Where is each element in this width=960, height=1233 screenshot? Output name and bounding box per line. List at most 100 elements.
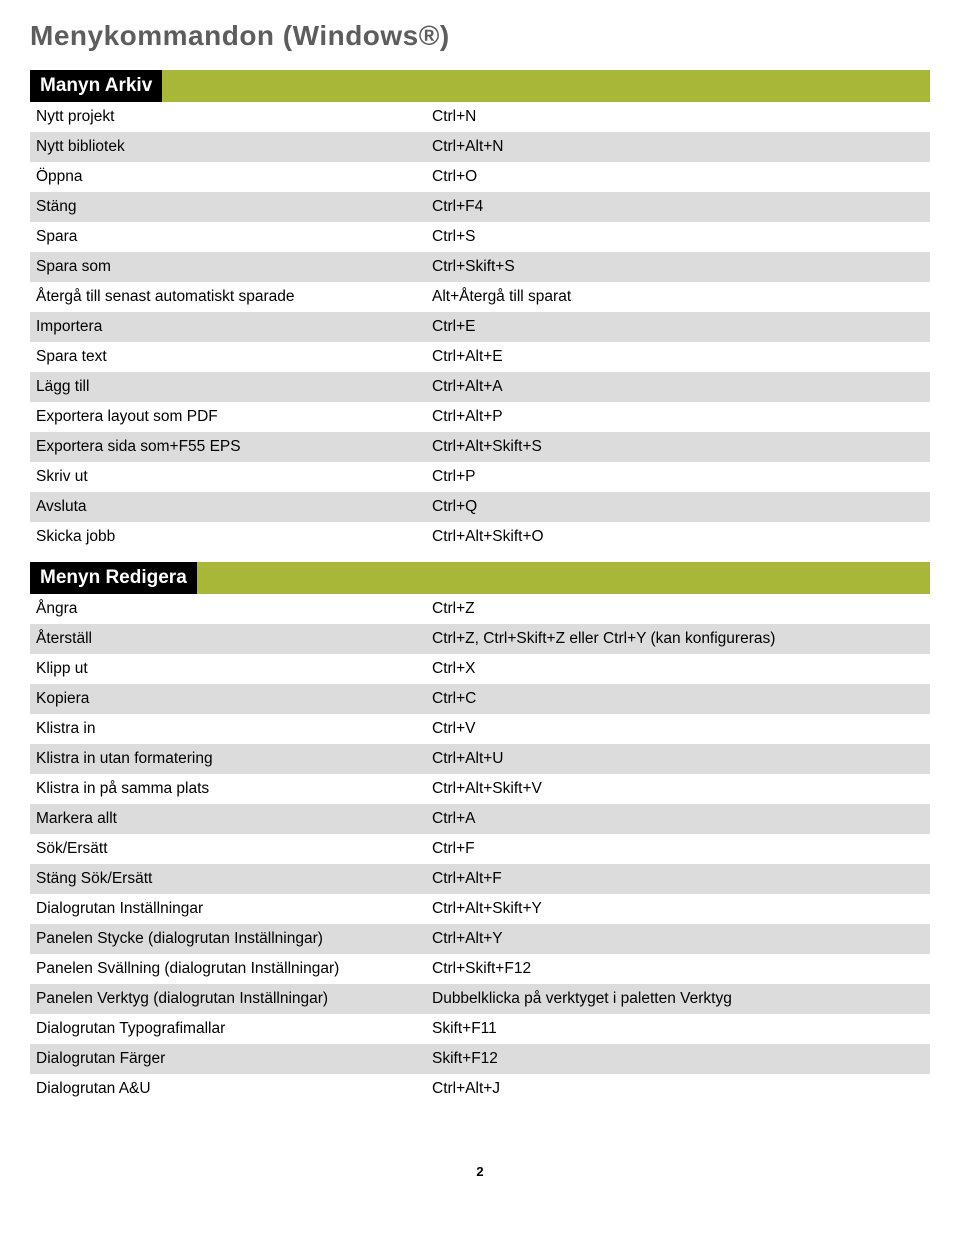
table-row: Nytt projektCtrl+N <box>30 102 930 132</box>
command-cell: Nytt bibliotek <box>30 132 426 162</box>
shortcut-cell: Skift+F11 <box>426 1014 930 1044</box>
table-row: KopieraCtrl+C <box>30 684 930 714</box>
command-cell: Klistra in på samma plats <box>30 774 426 804</box>
command-cell: Importera <box>30 312 426 342</box>
shortcut-cell: Ctrl+Alt+Skift+Y <box>426 894 930 924</box>
table-row: Klistra in på samma platsCtrl+Alt+Skift+… <box>30 774 930 804</box>
table-row: ÅngraCtrl+Z <box>30 594 930 624</box>
command-cell: Lägg till <box>30 372 426 402</box>
command-cell: Skicka jobb <box>30 522 426 552</box>
table-row: Stäng Sök/ErsättCtrl+Alt+F <box>30 864 930 894</box>
table-row: Panelen Verktyg (dialogrutan Inställning… <box>30 984 930 1014</box>
table-row: SparaCtrl+S <box>30 222 930 252</box>
shortcut-cell: Ctrl+Alt+Skift+V <box>426 774 930 804</box>
shortcut-table: Nytt projektCtrl+NNytt bibliotekCtrl+Alt… <box>30 102 930 552</box>
command-cell: Panelen Stycke (dialogrutan Inställninga… <box>30 924 426 954</box>
shortcut-cell: Ctrl+Alt+J <box>426 1074 930 1104</box>
command-cell: Exportera sida som+F55 EPS <box>30 432 426 462</box>
table-row: Dialogrutan InställningarCtrl+Alt+Skift+… <box>30 894 930 924</box>
table-row: StängCtrl+F4 <box>30 192 930 222</box>
page-number: 2 <box>30 1164 930 1179</box>
shortcut-cell: Ctrl+Alt+F <box>426 864 930 894</box>
command-cell: Exportera layout som PDF <box>30 402 426 432</box>
command-cell: Sök/Ersätt <box>30 834 426 864</box>
shortcut-cell: Ctrl+P <box>426 462 930 492</box>
shortcut-cell: Ctrl+Alt+E <box>426 342 930 372</box>
table-row: Skicka jobbCtrl+Alt+Skift+O <box>30 522 930 552</box>
section-header-bar <box>162 70 930 102</box>
section-header: Manyn Arkiv <box>30 70 930 102</box>
shortcut-cell: Ctrl+O <box>426 162 930 192</box>
shortcut-cell: Ctrl+C <box>426 684 930 714</box>
command-cell: Återgå till senast automatiskt sparade <box>30 282 426 312</box>
command-cell: Stäng Sök/Ersätt <box>30 864 426 894</box>
shortcut-cell: Ctrl+X <box>426 654 930 684</box>
table-row: Klistra inCtrl+V <box>30 714 930 744</box>
table-row: Dialogrutan TypografimallarSkift+F11 <box>30 1014 930 1044</box>
table-row: Exportera sida som+F55 EPSCtrl+Alt+Skift… <box>30 432 930 462</box>
table-row: Panelen Stycke (dialogrutan Inställninga… <box>30 924 930 954</box>
command-cell: Klipp ut <box>30 654 426 684</box>
table-row: Dialogrutan FärgerSkift+F12 <box>30 1044 930 1074</box>
shortcut-cell: Ctrl+Alt+Y <box>426 924 930 954</box>
shortcut-cell: Ctrl+F4 <box>426 192 930 222</box>
shortcut-cell: Skift+F12 <box>426 1044 930 1074</box>
table-row: Spara somCtrl+Skift+S <box>30 252 930 282</box>
command-cell: Återställ <box>30 624 426 654</box>
section-header-label: Manyn Arkiv <box>30 70 162 102</box>
command-cell: Avsluta <box>30 492 426 522</box>
command-cell: Skriv ut <box>30 462 426 492</box>
command-cell: Spara som <box>30 252 426 282</box>
section-header-label: Menyn Redigera <box>30 562 197 594</box>
command-cell: Kopiera <box>30 684 426 714</box>
page-title: Menykommandon (Windows®) <box>30 20 930 52</box>
shortcut-cell: Ctrl+Alt+N <box>426 132 930 162</box>
command-cell: Markera allt <box>30 804 426 834</box>
shortcut-cell: Ctrl+A <box>426 804 930 834</box>
shortcut-cell: Ctrl+N <box>426 102 930 132</box>
table-row: Sök/ErsättCtrl+F <box>30 834 930 864</box>
shortcut-cell: Ctrl+Z, Ctrl+Skift+Z eller Ctrl+Y (kan k… <box>426 624 930 654</box>
table-row: Exportera layout som PDFCtrl+Alt+P <box>30 402 930 432</box>
command-cell: Dialogrutan Typografimallar <box>30 1014 426 1044</box>
command-cell: Panelen Verktyg (dialogrutan Inställning… <box>30 984 426 1014</box>
command-cell: Spara text <box>30 342 426 372</box>
command-cell: Spara <box>30 222 426 252</box>
shortcut-cell: Ctrl+Alt+Skift+O <box>426 522 930 552</box>
command-cell: Nytt projekt <box>30 102 426 132</box>
table-row: Dialogrutan A&UCtrl+Alt+J <box>30 1074 930 1104</box>
table-row: Spara textCtrl+Alt+E <box>30 342 930 372</box>
command-cell: Dialogrutan Inställningar <box>30 894 426 924</box>
section-header: Menyn Redigera <box>30 562 930 594</box>
command-cell: Dialogrutan Färger <box>30 1044 426 1074</box>
table-row: Nytt bibliotekCtrl+Alt+N <box>30 132 930 162</box>
command-cell: Klistra in utan formatering <box>30 744 426 774</box>
shortcut-cell: Ctrl+Z <box>426 594 930 624</box>
section-header-bar <box>197 562 930 594</box>
shortcut-cell: Dubbelklicka på verktyget i paletten Ver… <box>426 984 930 1014</box>
command-cell: Dialogrutan A&U <box>30 1074 426 1104</box>
command-cell: Öppna <box>30 162 426 192</box>
shortcut-cell: Alt+Återgå till sparat <box>426 282 930 312</box>
shortcut-cell: Ctrl+Q <box>426 492 930 522</box>
shortcut-cell: Ctrl+Alt+U <box>426 744 930 774</box>
command-cell: Ångra <box>30 594 426 624</box>
table-row: Återgå till senast automatiskt sparadeAl… <box>30 282 930 312</box>
command-cell: Panelen Svällning (dialogrutan Inställni… <box>30 954 426 984</box>
shortcut-cell: Ctrl+Alt+Skift+S <box>426 432 930 462</box>
shortcut-cell: Ctrl+S <box>426 222 930 252</box>
table-row: ImporteraCtrl+E <box>30 312 930 342</box>
table-row: Lägg tillCtrl+Alt+A <box>30 372 930 402</box>
table-row: Klistra in utan formateringCtrl+Alt+U <box>30 744 930 774</box>
table-row: Markera alltCtrl+A <box>30 804 930 834</box>
table-row: Skriv utCtrl+P <box>30 462 930 492</box>
shortcut-cell: Ctrl+F <box>426 834 930 864</box>
shortcut-cell: Ctrl+Skift+S <box>426 252 930 282</box>
shortcut-cell: Ctrl+E <box>426 312 930 342</box>
shortcut-cell: Ctrl+V <box>426 714 930 744</box>
command-cell: Klistra in <box>30 714 426 744</box>
shortcut-cell: Ctrl+Alt+P <box>426 402 930 432</box>
table-row: ÖppnaCtrl+O <box>30 162 930 192</box>
command-cell: Stäng <box>30 192 426 222</box>
table-row: AvslutaCtrl+Q <box>30 492 930 522</box>
